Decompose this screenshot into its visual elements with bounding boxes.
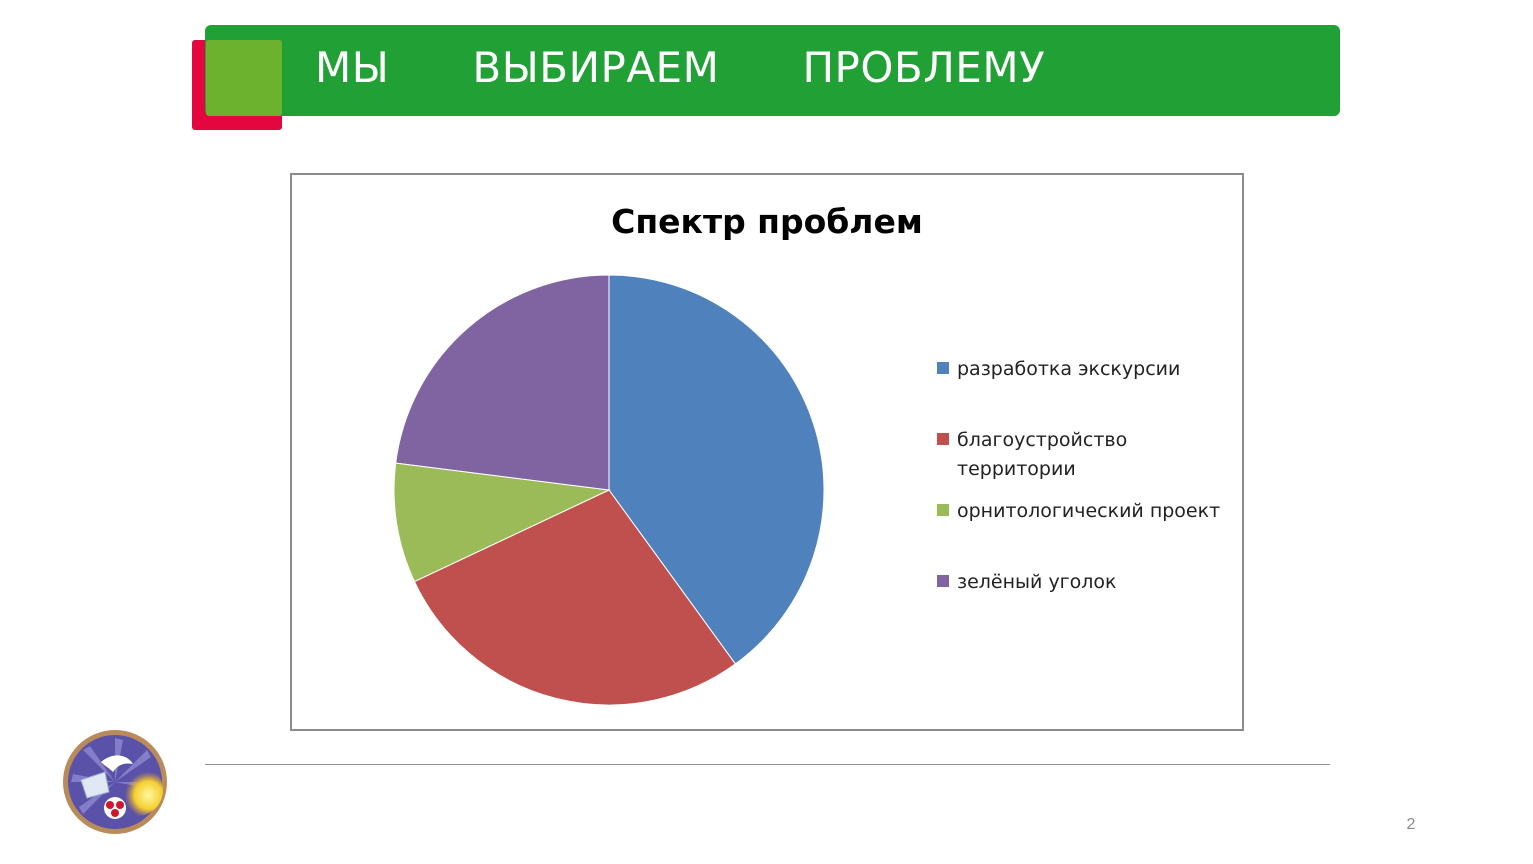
chart-legend: разработка экскурсии благоустройство терри… — [937, 358, 1220, 593]
page-number: 2 — [1406, 816, 1416, 833]
school-emblem-icon — [61, 728, 169, 836]
legend-label-4: зелёный уголок — [957, 571, 1117, 593]
pie-slice-3 — [393, 462, 611, 583]
chart-title: Спектр проблем — [611, 202, 923, 241]
pie-chart: Спектр проблем разработка экскурсии благо… — [393, 202, 1220, 706]
chart-frame: Спектр проблем разработка экскурсии благо… — [290, 173, 1244, 731]
legend-label-2: благоустройство — [957, 429, 1127, 451]
title-accent-green — [206, 40, 282, 116]
legend-swatch-4 — [937, 575, 949, 587]
legend-label-2: территории — [957, 458, 1076, 480]
legend-label-3: орнитологический проект — [957, 500, 1220, 522]
pie-slice-4 — [395, 274, 610, 491]
pie-slices — [393, 274, 825, 706]
legend-label-1: разработка экскурсии — [957, 358, 1180, 380]
pie-slice-2 — [413, 489, 737, 706]
slide-title: МЫ ВЫБИРАЕМ ПРОБЛЕМУ — [315, 43, 1046, 92]
legend-swatch-1 — [937, 362, 949, 374]
footer-divider — [205, 764, 1330, 765]
title-bar — [205, 25, 1340, 116]
legend-swatch-3 — [937, 504, 949, 516]
legend-swatch-2 — [937, 433, 949, 445]
pie-slice-1 — [608, 274, 825, 665]
